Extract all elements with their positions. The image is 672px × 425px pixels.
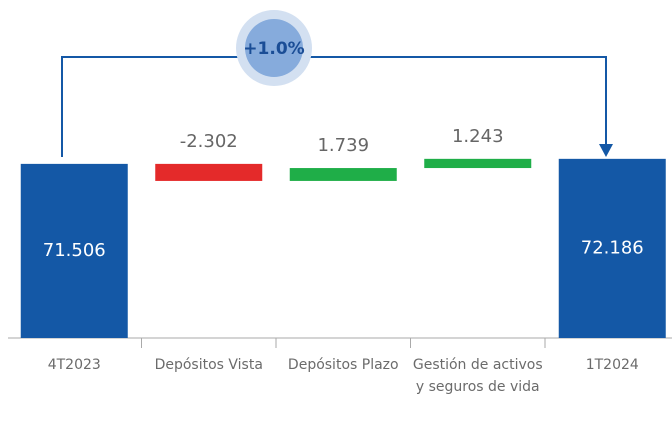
connector <box>61 56 607 157</box>
x-tick-label: 1T2024 <box>585 357 639 373</box>
value-label: 1.243 <box>452 126 504 147</box>
bar <box>289 168 397 181</box>
x-tick-label: Gestión de activos y seguros de vida <box>412 357 543 395</box>
arrowhead <box>599 144 613 157</box>
bar <box>424 158 532 169</box>
value-label: 1.739 <box>317 135 369 156</box>
x-tick-label: 4T2023 <box>47 357 101 373</box>
value-label: 72.186 <box>581 237 644 258</box>
value-label: -2.302 <box>180 131 238 152</box>
badge <box>245 19 303 77</box>
bar <box>20 163 128 338</box>
x-tick-label: Depósitos Vista <box>154 357 263 373</box>
x-tick-label: Depósitos Plazo <box>287 357 399 373</box>
annotation: +1.0% <box>243 39 304 59</box>
bar <box>155 163 263 181</box>
value-label: 71.506 <box>43 240 106 261</box>
bar <box>558 158 666 338</box>
